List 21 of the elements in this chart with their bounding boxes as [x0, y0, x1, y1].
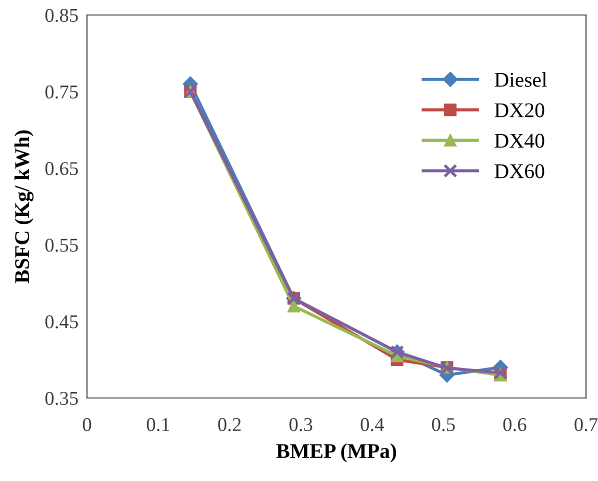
legend-label: DX40: [494, 134, 544, 148]
y-tick-label: 0.75: [45, 85, 78, 99]
x-tick-label: 0.6: [503, 418, 526, 432]
x-tick-label: 0.3: [289, 418, 312, 432]
y-axis-title: BSFC (Kg/ kWh): [14, 130, 34, 284]
x-tick-label: 0.5: [432, 418, 455, 432]
x-tick-label: 0.7: [574, 418, 598, 432]
x-tick-label: 0.2: [218, 418, 241, 432]
legend-label: DX20: [494, 103, 544, 118]
x-axis-title: BMEP (MPa): [276, 443, 396, 462]
x-tick-label: 0.1: [146, 418, 170, 432]
x-tick-label: 0.4: [360, 418, 384, 432]
x-tick-label: 0: [82, 418, 92, 432]
y-tick-label: 0.85: [45, 8, 78, 22]
y-tick-label: 0.35: [45, 392, 78, 406]
point: [287, 300, 300, 312]
y-tick-label: 0.55: [45, 238, 78, 252]
y-tick-label: 0.45: [45, 315, 78, 328]
legend-label: Diesel: [494, 72, 547, 87]
legend-label: DX60: [494, 164, 544, 178]
y-tick-label: 0.65: [45, 162, 78, 176]
